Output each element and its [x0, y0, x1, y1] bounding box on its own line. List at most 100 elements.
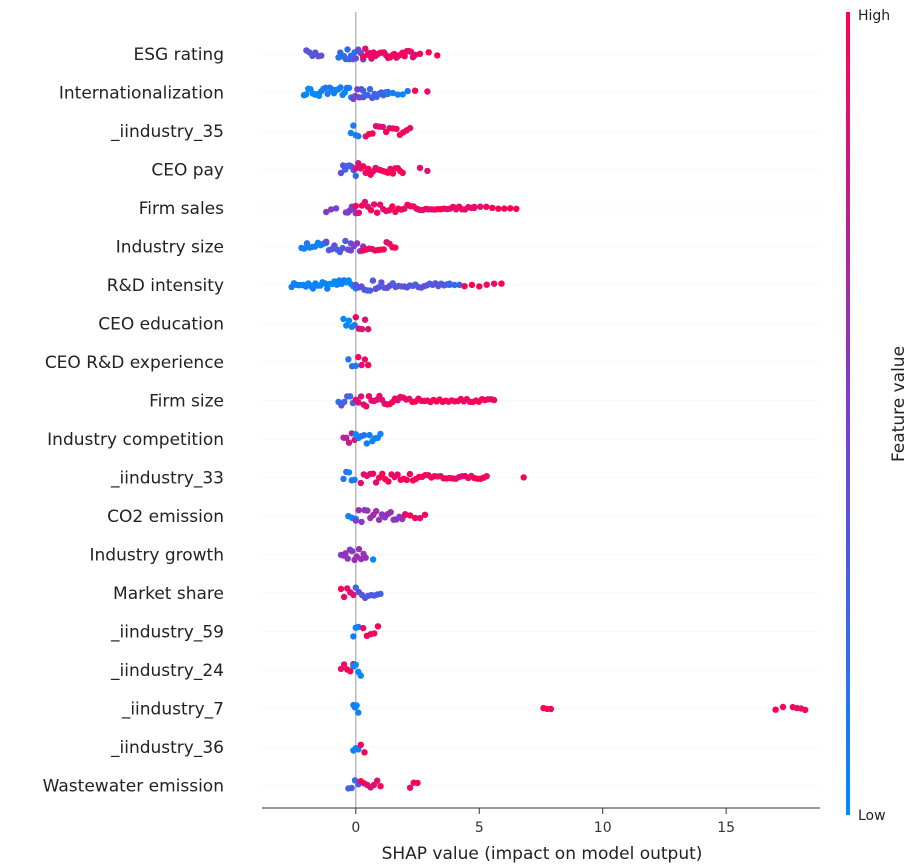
shap-point [483, 281, 490, 288]
shap-point [483, 203, 490, 210]
shap-point [337, 585, 345, 593]
shap-point [361, 316, 369, 323]
shap-point [384, 90, 392, 98]
shap-point [377, 783, 384, 790]
shap-point [323, 238, 330, 245]
shap-points [288, 45, 809, 792]
shap-point [351, 321, 358, 329]
shap-point [366, 85, 374, 93]
shap-point [389, 203, 396, 210]
shap-point [350, 633, 357, 640]
x-tick-label: 0 [351, 820, 360, 836]
shap-point [416, 514, 424, 522]
shap-point [348, 784, 355, 792]
feature-label: _iindustry_24 [110, 661, 224, 681]
shap-point [361, 198, 369, 206]
shap-point [327, 206, 335, 213]
shap-point [394, 91, 401, 98]
shap-point [357, 479, 364, 487]
shap-point [421, 511, 429, 518]
shap-point [399, 91, 406, 98]
shap-point [369, 470, 377, 477]
shap-point [345, 356, 352, 363]
shap-point [363, 403, 370, 410]
shap-point [374, 623, 382, 630]
shap-point [406, 784, 414, 791]
shap-point [513, 205, 520, 212]
shap-point [369, 130, 376, 137]
shap-point [361, 749, 368, 756]
feature-label: _iindustry_33 [110, 469, 224, 489]
shap-point [352, 661, 359, 668]
shap-point [332, 205, 340, 212]
shap-point [365, 361, 372, 369]
shap-point [355, 709, 362, 716]
x-tick-label: 10 [594, 820, 612, 836]
shap-point [344, 555, 351, 562]
shap-point [349, 548, 356, 555]
shap-point [355, 209, 363, 216]
shap-point [501, 205, 508, 212]
shap-point [392, 244, 399, 251]
shap-point [347, 668, 354, 675]
shap-point [456, 281, 463, 288]
feature-label: Internationalization [59, 84, 224, 104]
shap-point [340, 475, 347, 483]
shap-point [352, 314, 359, 321]
shap-point [377, 430, 384, 438]
shap-point [461, 283, 468, 290]
shap-point [370, 201, 378, 208]
x-tick-label: 15 [717, 820, 735, 836]
shap-point [345, 84, 353, 92]
shap-point [345, 439, 353, 446]
shap-point [416, 50, 424, 57]
shap-point [371, 630, 378, 637]
feature-label: Firm size [149, 392, 224, 412]
shap-point [352, 165, 359, 172]
shap-point [355, 353, 362, 361]
shap-point [379, 470, 386, 477]
shap-point [363, 440, 370, 447]
feature-label: CEO R&D experience [45, 353, 224, 373]
shap-point [342, 237, 349, 245]
shap-point [471, 204, 478, 212]
colorbar-low-label: Low [858, 808, 886, 824]
shap-point [355, 623, 362, 631]
shap-point [337, 84, 344, 91]
shap-point [360, 432, 368, 439]
shap-point [351, 476, 358, 483]
shap-point [373, 507, 380, 515]
shap-point [375, 284, 382, 291]
shap-point [406, 124, 414, 132]
shap-point [344, 46, 351, 53]
shap-point [451, 281, 458, 289]
colorbar [846, 12, 850, 815]
shap-point [302, 91, 310, 98]
shap-point [495, 205, 502, 212]
shap-point [411, 514, 419, 522]
shap-point [411, 87, 419, 94]
colorbar-title: Feature value [889, 346, 909, 462]
shap-point [360, 163, 367, 170]
feature-label: _iindustry_36 [110, 738, 224, 758]
shap-point [424, 167, 431, 175]
shap-point [345, 317, 353, 324]
shap-point [365, 325, 372, 333]
shap-point [358, 361, 365, 369]
shap-point [309, 285, 317, 292]
shap-point [340, 593, 348, 601]
shap-point [362, 554, 369, 561]
shap-point [346, 393, 354, 400]
shap-point [340, 661, 348, 668]
shap-point [404, 87, 411, 95]
shap-point [343, 434, 350, 441]
shap-point [340, 315, 347, 323]
feature-label: Market share [113, 584, 224, 604]
shap-point [350, 122, 357, 129]
feature-label: CEO pay [151, 161, 224, 181]
shap-point [301, 245, 308, 252]
shap-point [389, 89, 397, 97]
shap-point [802, 706, 809, 714]
shap-point [341, 398, 348, 406]
shap-point [476, 283, 483, 290]
